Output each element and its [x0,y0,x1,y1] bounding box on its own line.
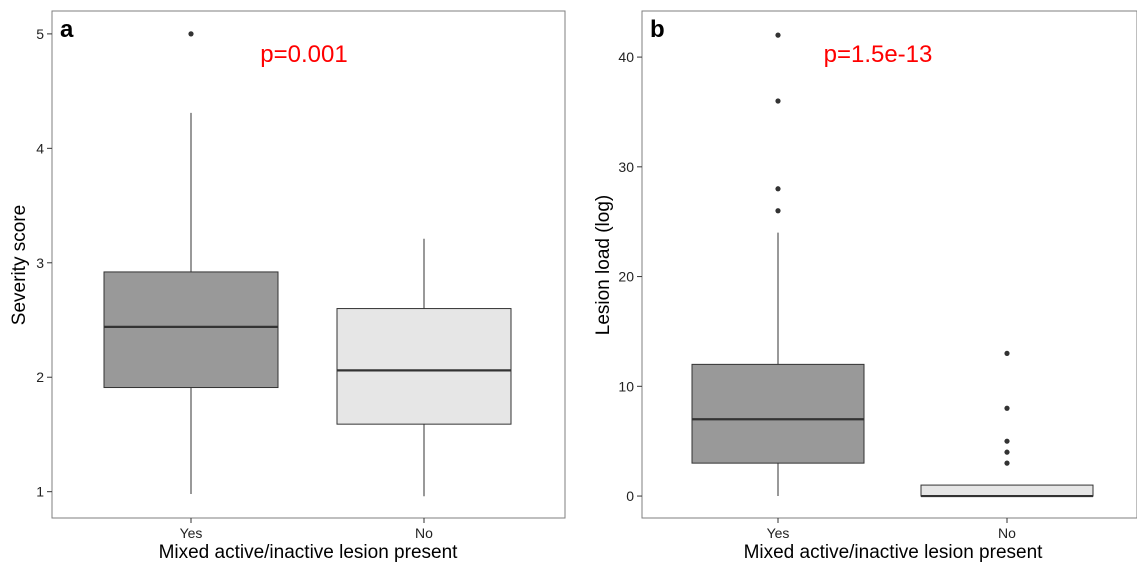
panel-b-y-tick-label: 0 [626,488,634,504]
panel-a-x-axis-title: Mixed active/inactive lesion present [159,542,459,563]
panel-b-y-axis-title: Lesion load (log) [593,195,614,335]
panel-b-box-yes-outlier-point [775,98,781,104]
panel-a-x-tick-label: Yes [180,525,203,541]
panel-b-x-tick-label: Yes [767,525,790,541]
panel-b-box-no-outlier-point [1004,405,1010,411]
panel-b-box-no-outlier-point [1004,438,1010,444]
panel-a-p-value: p=0.001 [260,41,347,68]
panel-a-x-tick-label: No [415,525,433,541]
panel-b-box-no-outlier-point [1004,449,1010,455]
panel-a-box-no [336,238,512,497]
panel-b-y-tick-label: 20 [618,269,634,285]
panel-b-box-no [920,350,1094,498]
panel-b-box-no-iqr-rect [920,484,1094,497]
panel-a-y-tick-label: 2 [36,369,44,385]
panel-b-y-tick-label: 40 [618,49,634,65]
panel-b: b p=1.5e-13 Mixed active/inactive lesion… [593,10,1137,563]
panel-a-plot-layer: 1 2 3 4 5 Yes No [36,26,512,541]
panel-a-box-yes-iqr-rect [103,271,279,389]
panel-a-box-yes [103,31,279,494]
panel-a-box-no-iqr-rect [336,308,512,425]
panel-b-y-tick-label: 30 [618,159,634,175]
panel-b-box-yes-outlier-point [775,186,781,192]
panel-a-frame [51,10,566,519]
panel-b-p-value: p=1.5e-13 [824,41,933,68]
panel-b-y-tick-label: 10 [618,378,634,394]
panel-b-plot-layer: 0 10 20 30 40 Yes No [618,32,1094,541]
panel-a-box-yes-outlier-point [188,31,194,37]
panel-b-box-yes-outlier-point [775,32,781,38]
panel-b-label: b [650,16,665,43]
panel-b-box-yes [691,32,865,497]
panel-a-y-tick-label: 4 [36,140,44,156]
panel-a: a p=0.001 Mixed active/inactive lesion p… [9,10,566,563]
panel-b-x-axis-title: Mixed active/inactive lesion present [744,542,1044,563]
panel-a-y-tick-label: 5 [36,26,44,42]
panel-a-label: a [60,16,74,43]
panel-b-x-tick-label: No [998,525,1016,541]
panel-a-y-axis-title: Severity score [9,205,30,325]
panel-b-box-yes-outlier-point [775,208,781,214]
panel-a-y-tick-label: 1 [36,484,44,500]
panel-b-box-yes-iqr-rect [691,363,865,464]
panel-a-y-tick-label: 3 [36,255,44,271]
panel-b-box-no-outlier-point [1004,350,1010,356]
panel-b-box-no-outlier-point [1004,460,1010,466]
